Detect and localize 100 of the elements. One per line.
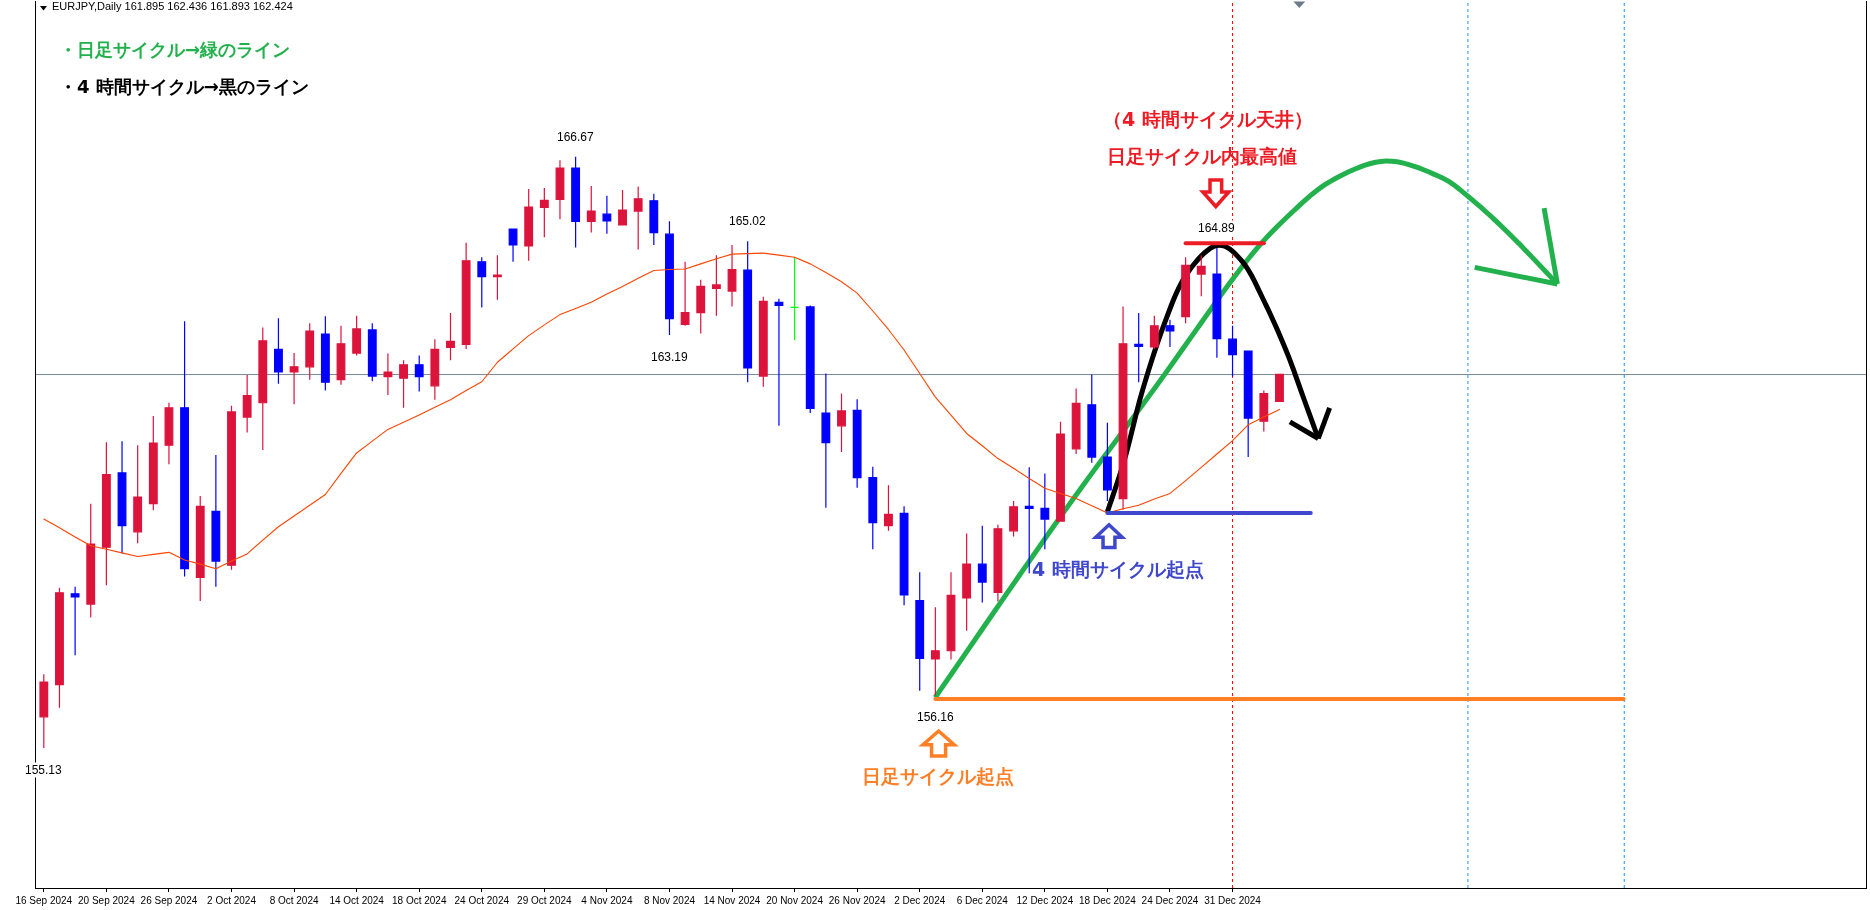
candlestick (258, 326, 268, 451)
candlestick (211, 454, 221, 588)
candlestick (39, 673, 49, 749)
candlestick (336, 325, 346, 386)
candlestick (602, 195, 612, 235)
candlestick (242, 374, 252, 434)
x-tick-label: 20 Sep 2024 (78, 895, 136, 906)
candlestick (1009, 500, 1018, 538)
candlestick (1040, 472, 1050, 550)
candlestick (1228, 325, 1237, 378)
x-tick-label: 8 Oct 2024 (269, 895, 319, 906)
x-tick-label: 2 Oct 2024 (207, 895, 257, 906)
candlestick (195, 495, 205, 602)
candlestick (790, 256, 800, 341)
candlestick (117, 440, 127, 554)
candlestick (884, 484, 893, 532)
annotation: ・4 時間サイクル→黒のライン (59, 76, 309, 97)
candlestick (180, 320, 190, 578)
candlestick (618, 189, 627, 227)
candlestick (899, 505, 909, 606)
candlestick (1071, 387, 1081, 455)
x-tick-label: 12 Dec 2024 (1016, 895, 1074, 906)
candlestick (852, 398, 862, 489)
candlestick (1118, 305, 1128, 511)
x-tick-label: 4 Nov 2024 (581, 895, 633, 906)
candlestick (993, 524, 1003, 603)
candlestick (837, 392, 846, 453)
annotation: 165.02 (729, 214, 767, 228)
x-tick-label: 2 Dec 2024 (894, 895, 946, 906)
candlestick (915, 571, 925, 692)
candlestick (1212, 247, 1222, 359)
candlestick (1056, 421, 1065, 522)
candlestick (680, 261, 690, 327)
candlestick (1134, 312, 1144, 383)
candlestick (133, 444, 143, 544)
candlestick (1165, 319, 1175, 348)
candlestick (1024, 466, 1034, 574)
candlestick (1243, 350, 1253, 458)
x-tick-label: 14 Oct 2024 (329, 895, 385, 906)
annotation: （4 時間サイクル天井） (1103, 108, 1313, 130)
annotation: ・日足サイクル→緑のライン (59, 39, 291, 60)
chart-title: EURJPY,Daily 161.895 162.436 161.893 162.424 (52, 0, 293, 13)
candlestick (649, 193, 659, 246)
candlestick (743, 240, 753, 383)
candlestick (774, 298, 784, 427)
candlestick (274, 317, 283, 385)
annotation: 4 時間サイクル起点 (1032, 558, 1204, 580)
candlestick (70, 586, 80, 656)
candlestick (508, 227, 518, 263)
candlestick (320, 315, 330, 392)
x-tick-label: 18 Dec 2024 (1079, 895, 1137, 906)
annotation: 166.67 (557, 130, 595, 144)
candlestick (55, 587, 64, 709)
candlestick (868, 466, 878, 550)
candlestick (148, 415, 158, 511)
x-tick-label: 16 Sep 2024 (15, 895, 73, 906)
candlestick (1259, 389, 1269, 433)
candlestick (1087, 373, 1097, 464)
candlestick (414, 355, 424, 393)
candlestick (696, 279, 706, 335)
candlestick (633, 185, 643, 251)
candlestick (977, 525, 987, 604)
x-tick-label: 8 Nov 2024 (643, 895, 696, 906)
candlestick (555, 159, 565, 220)
candlestick (305, 322, 315, 381)
annotation: 156.16 (917, 710, 955, 724)
candlestick (1196, 254, 1206, 297)
candlestick (758, 296, 768, 388)
candlestick (1181, 256, 1191, 324)
candlestick (227, 405, 236, 571)
candlestick (962, 532, 972, 632)
candlestick (1149, 315, 1159, 350)
candlestick (571, 156, 581, 249)
candlestick (492, 254, 502, 301)
annotation: 164.89 (1198, 221, 1236, 235)
candlestick (665, 220, 674, 336)
annotation: 日足サイクル内最高値 (1107, 145, 1297, 167)
candlestick (946, 571, 956, 661)
candlestick (711, 254, 721, 317)
candlestick (399, 359, 408, 409)
candlestick (1102, 422, 1112, 502)
x-tick-label: 31 Dec 2024 (1204, 895, 1262, 906)
candlestick (289, 352, 299, 405)
candlestick (477, 256, 487, 309)
candlestick (86, 503, 96, 619)
x-tick-label: 24 Oct 2024 (454, 895, 510, 906)
x-tick-label: 18 Oct 2024 (391, 895, 447, 906)
candlestick (586, 185, 596, 234)
candlestick (930, 606, 940, 696)
x-tick-label: 26 Nov 2024 (828, 895, 886, 906)
x-tick-label: 29 Oct 2024 (517, 895, 573, 906)
candlestick (383, 352, 393, 396)
x-tick-label: 6 Dec 2024 (956, 895, 1009, 906)
candlestick (727, 244, 737, 307)
candlestick (821, 372, 831, 509)
candlestick (539, 187, 549, 238)
x-tick-label: 14 Nov 2024 (703, 895, 761, 906)
candlestick (461, 242, 471, 350)
annotation: 155.13 (25, 763, 63, 777)
annotation: 日足サイクル起点 (862, 765, 1014, 787)
